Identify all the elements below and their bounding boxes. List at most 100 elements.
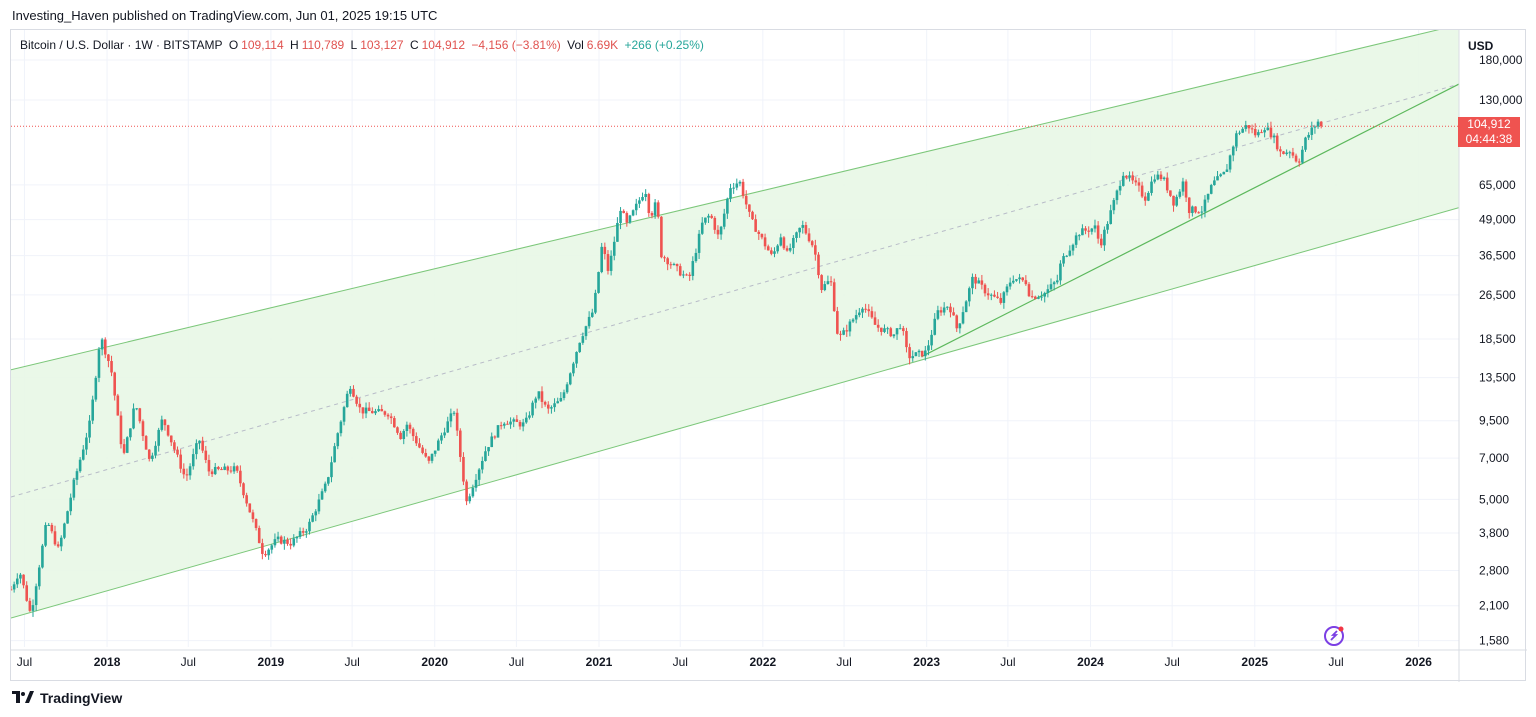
candle-body: [147, 449, 151, 459]
candle-body: [1140, 185, 1144, 197]
candle-body: [110, 361, 113, 373]
candle-body: [132, 408, 135, 429]
candle-body: [528, 415, 531, 418]
candle-body: [97, 349, 101, 378]
tradingview-footer[interactable]: TradingView: [12, 690, 122, 706]
high-value: 110,789: [301, 38, 345, 52]
candle-body: [565, 384, 569, 393]
candle-body: [242, 483, 245, 496]
candle-body: [622, 210, 625, 214]
candle-body: [1134, 180, 1138, 183]
time-tick-label: 2022: [749, 655, 776, 669]
candle-body: [305, 531, 308, 533]
candle-body: [169, 435, 173, 443]
candle-body: [656, 202, 660, 217]
candle-body: [1231, 146, 1235, 156]
candle-body: [1090, 228, 1094, 232]
candle-body: [323, 483, 327, 492]
time-tick-label: Jul: [836, 655, 851, 669]
candle-body: [421, 447, 424, 453]
candle-body: [1209, 185, 1213, 194]
candle-body: [63, 523, 66, 538]
candle-body: [521, 422, 525, 427]
currency-label[interactable]: USD: [1468, 39, 1494, 53]
candle-body: [873, 317, 877, 325]
candle-body: [999, 297, 1003, 303]
candle-body: [682, 274, 685, 276]
candle-body: [15, 578, 19, 585]
replay-icon: [1324, 626, 1344, 646]
candle-body: [138, 408, 142, 422]
candle-body: [540, 391, 544, 402]
close-label: C: [409, 38, 419, 52]
symbol-name[interactable]: Bitcoin / U.S. Dollar · 1W · BITSTAMP: [20, 38, 223, 52]
candle-body: [298, 531, 302, 537]
candle-body: [1282, 151, 1285, 155]
candle-body: [641, 196, 644, 201]
candle-body: [666, 258, 669, 265]
candle-body: [509, 421, 512, 425]
candle-body: [490, 436, 494, 448]
time-tick-label: 2024: [1077, 655, 1104, 669]
candle-body: [964, 301, 968, 313]
candle-body: [1269, 127, 1273, 138]
candle-body: [317, 499, 321, 512]
time-tick-label: 2018: [94, 655, 121, 669]
candle-body: [1043, 292, 1047, 297]
candle-body: [1272, 135, 1276, 138]
candle-body: [1257, 132, 1260, 136]
candle-body: [961, 312, 965, 324]
candle-body: [924, 350, 927, 357]
candle-body: [1121, 175, 1125, 186]
candle-body: [1027, 284, 1031, 297]
candle-body: [31, 605, 35, 611]
candle-body: [590, 312, 594, 317]
chart-frame[interactable]: 180,000 130,000 65,000 49,000 36,500 26,500 18…: [10, 29, 1527, 682]
candle-body: [430, 453, 434, 461]
candle-body: [986, 293, 990, 296]
candle-body: [1096, 225, 1100, 239]
candle-body: [75, 471, 79, 480]
candle-body: [883, 328, 886, 332]
candle-body: [452, 412, 456, 414]
candle-body: [738, 181, 742, 184]
candle-body: [361, 407, 365, 414]
tradingview-logo-icon: [12, 690, 34, 706]
candle-body: [1147, 192, 1150, 201]
candle-body: [1059, 263, 1062, 281]
channel-fill: [11, 30, 1459, 619]
candle-body: [669, 264, 673, 266]
candle-body: [182, 468, 186, 475]
candle-body: [534, 398, 538, 403]
candle-body: [920, 350, 924, 357]
price-tick-label: 49,000: [1479, 213, 1516, 227]
candle-body: [289, 543, 292, 546]
channel-lower-line: [11, 207, 1460, 619]
candle-body: [173, 442, 176, 450]
candle-body: [166, 425, 170, 436]
candle-body: [1103, 229, 1106, 246]
candle-body: [1206, 193, 1210, 200]
trend-channel[interactable]: [11, 30, 1460, 619]
bar-countdown: 04:44:38: [1465, 132, 1513, 147]
candle-body: [955, 315, 959, 329]
candle-body: [157, 429, 160, 446]
candle-body: [261, 543, 264, 554]
candle-body: [50, 524, 54, 532]
candle-body: [898, 328, 902, 330]
price-chart[interactable]: 180,000 130,000 65,000 49,000 36,500 26,500 18…: [11, 30, 1527, 682]
candle-body: [474, 479, 478, 488]
candle-body: [1238, 132, 1241, 134]
time-tick-label: Jul: [1328, 655, 1343, 669]
candle-body: [675, 263, 679, 267]
time-tick-label: Jul: [181, 655, 196, 669]
candle-body: [327, 477, 330, 484]
candle-body: [367, 407, 371, 412]
candle-body: [314, 511, 318, 516]
candle-body: [760, 233, 764, 238]
candle-body: [1077, 235, 1081, 237]
candle-body: [612, 241, 616, 256]
candle-body: [1033, 296, 1037, 299]
price-tick-label: 36,500: [1479, 249, 1516, 263]
